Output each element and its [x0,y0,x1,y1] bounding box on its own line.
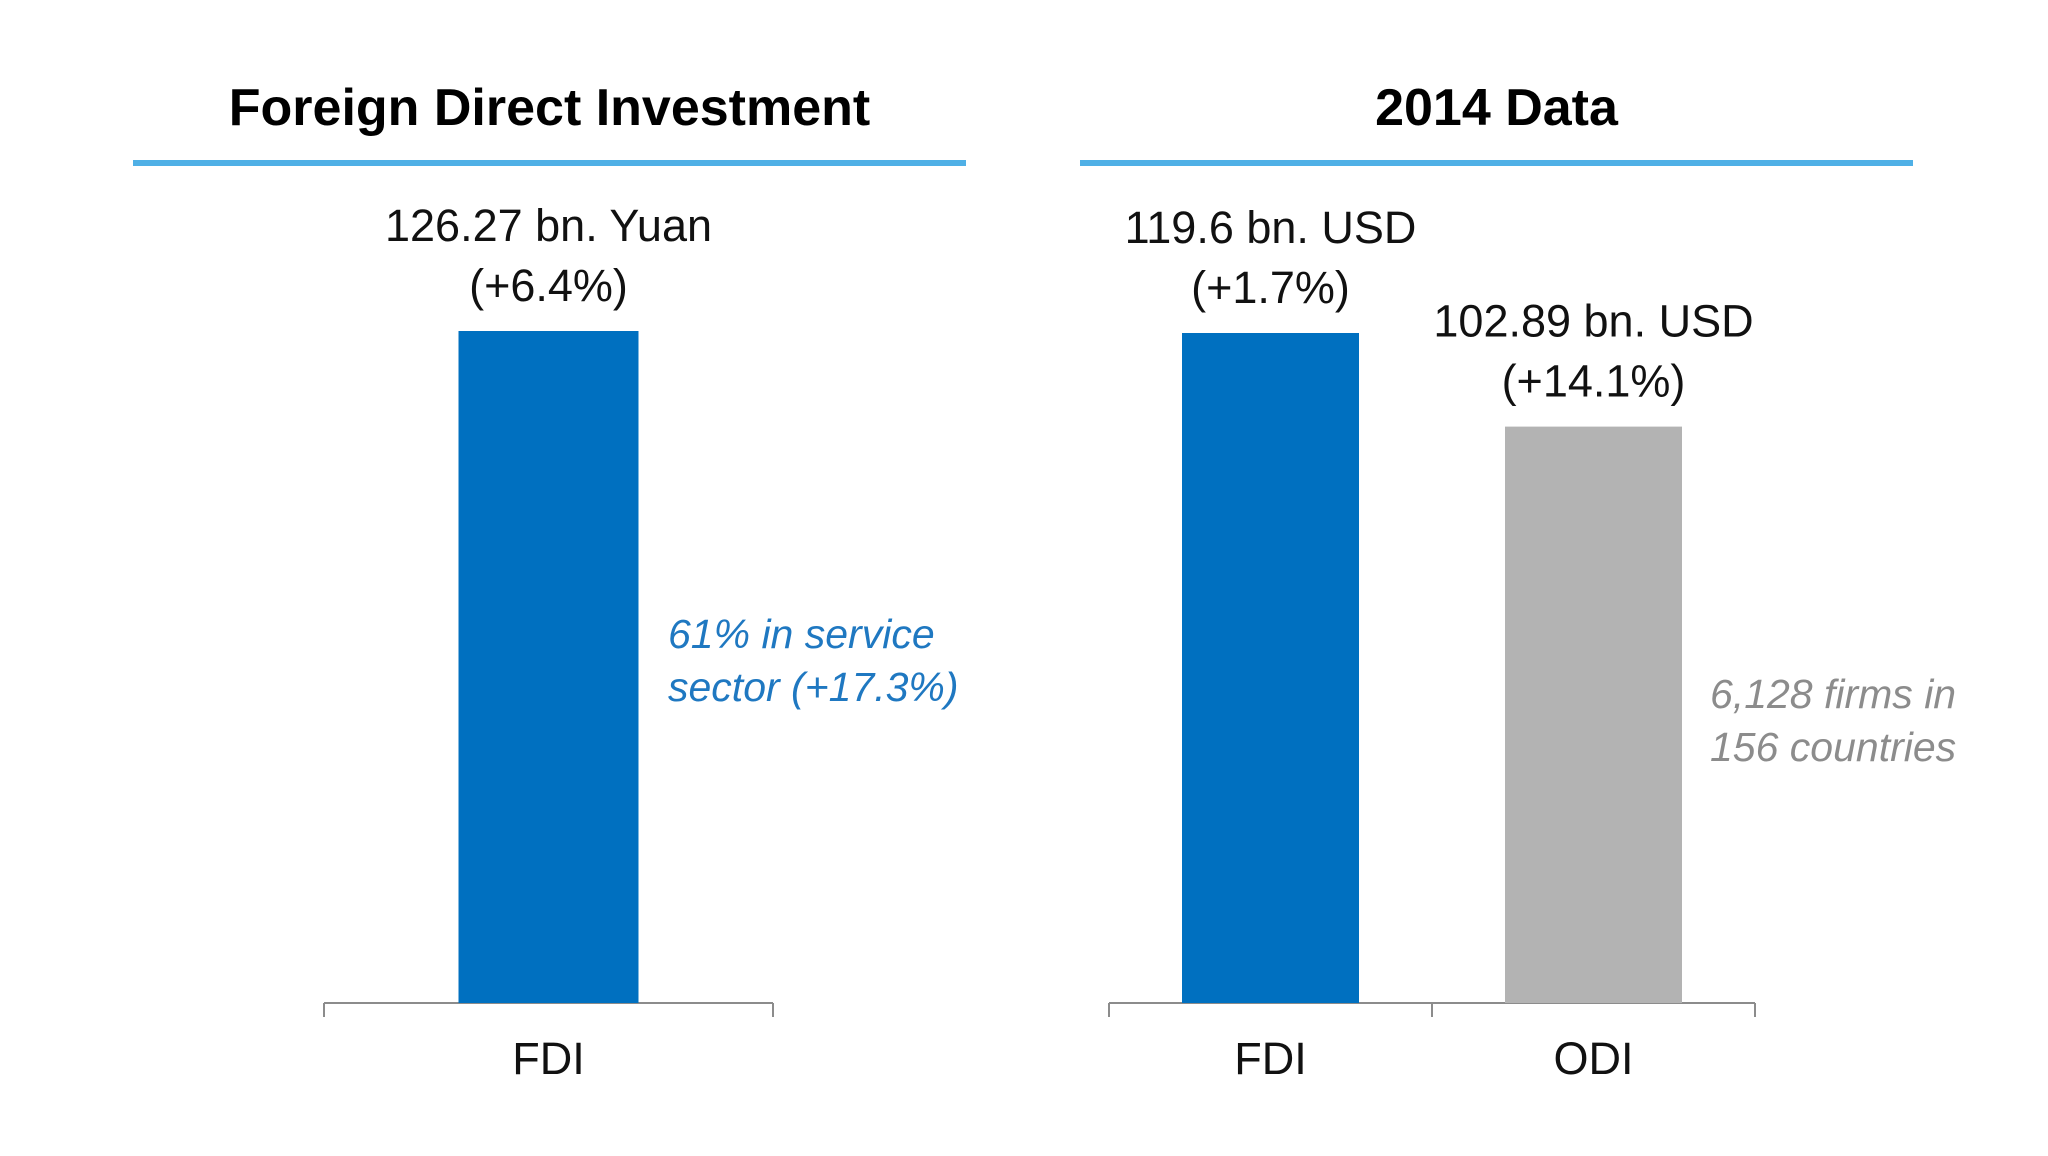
data-label: (+1.7%) [1191,262,1350,313]
title-underline-right [1080,160,1913,166]
data-label: (+6.4%) [469,260,628,311]
annotation-text: 6,128 firms in [1710,671,1956,717]
annotation-text: 156 countries [1710,724,1956,770]
annotation-text: sector (+17.3%) [668,664,959,710]
data-label: (+14.1%) [1502,356,1686,407]
annotation-text: 61% in service [668,611,935,657]
category-label: FDI [512,1033,585,1084]
chart-title-2014: 2014 Data [1375,79,1618,137]
category-label: FDI [1234,1033,1307,1084]
data-label: 119.6 bn. USD [1125,202,1417,253]
bar-fdi [458,331,639,1003]
data-label: 126.27 bn. Yuan [385,200,712,251]
data-label: 102.89 bn. USD [1433,296,1753,347]
bar-odi [1505,426,1682,1004]
chart-title-fdi: Foreign Direct Investment [228,79,871,137]
category-label: ODI [1553,1033,1633,1084]
title-underline-left [133,160,966,166]
bar-fdi [1182,333,1359,1003]
